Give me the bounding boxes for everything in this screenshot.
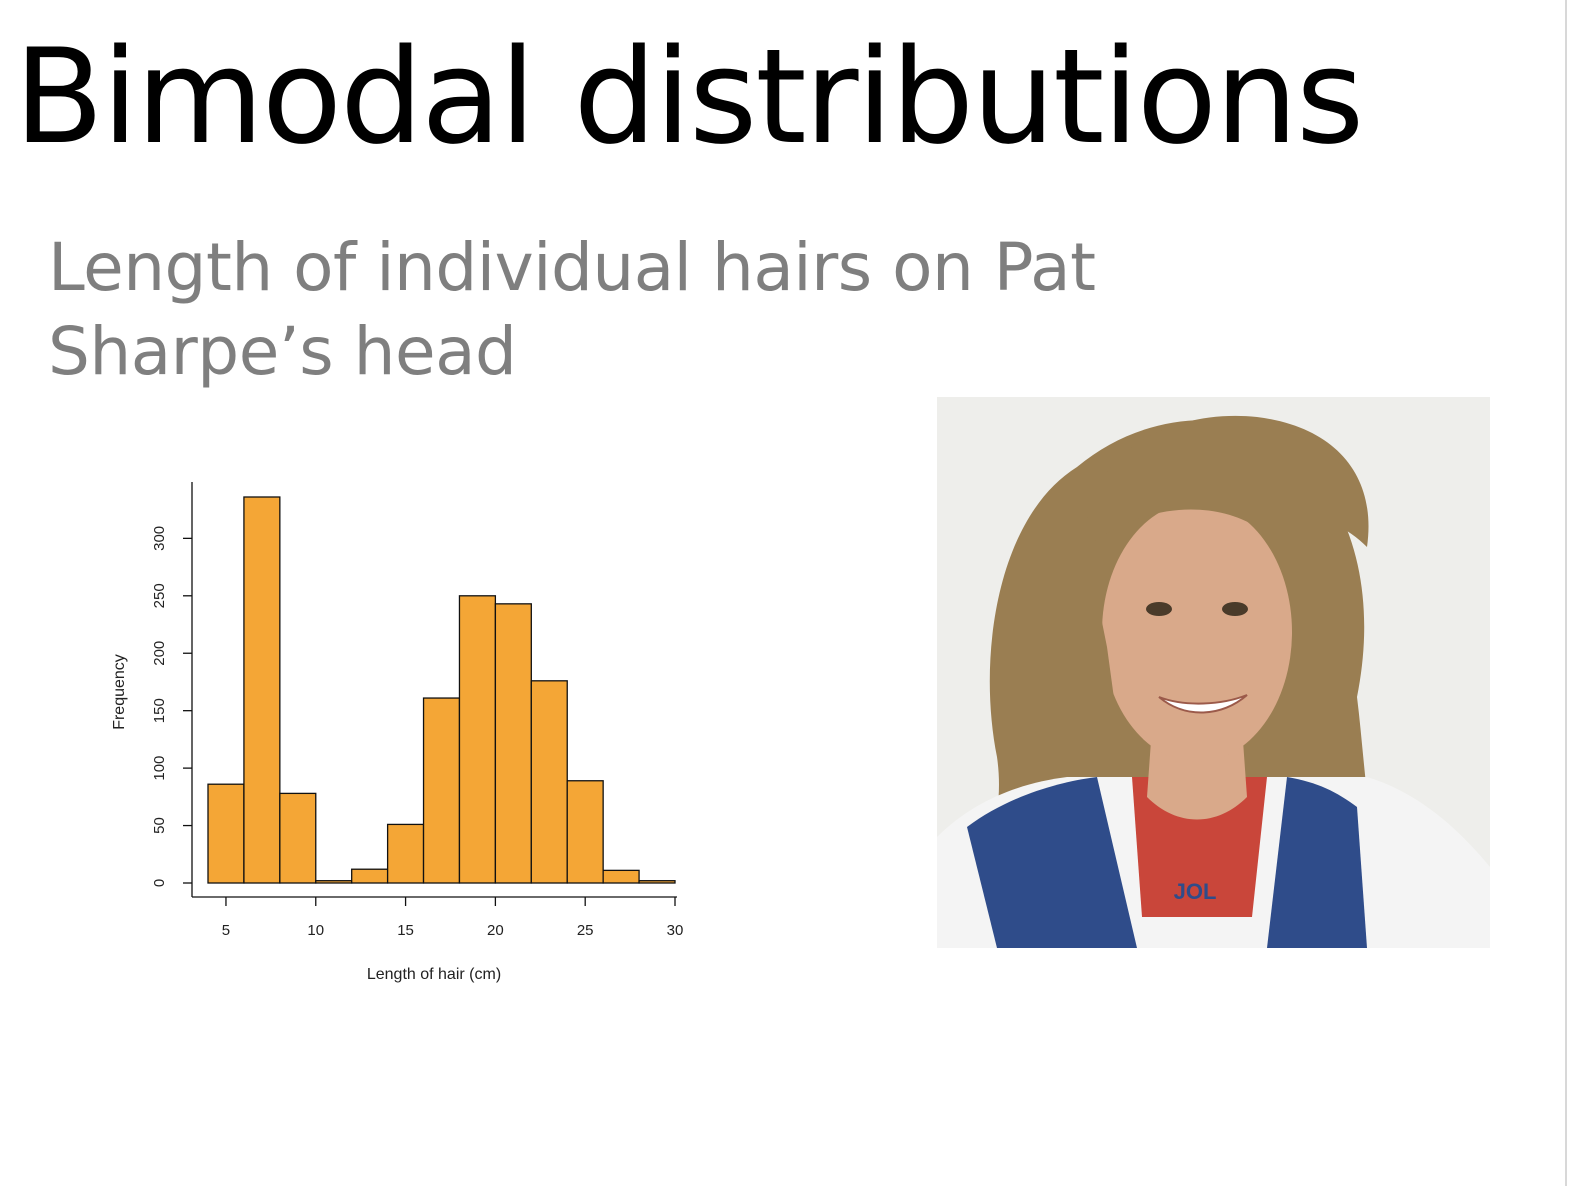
- histogram-bar: [279, 792, 317, 884]
- y-axis: 0 50 100 150 200 250 300: [151, 482, 193, 897]
- x-tick-label: 25: [577, 922, 594, 939]
- x-axis: 5 10 15 20 25 30: [192, 896, 684, 939]
- y-tick-label: 50: [151, 817, 168, 834]
- histogram-bar: [386, 823, 425, 884]
- histogram-bar: [458, 595, 497, 884]
- histogram-bar: [566, 780, 604, 884]
- histogram-bar: [602, 869, 640, 884]
- slide-subtitle: Length of individual hairs on Pat Sharpe…: [48, 229, 1096, 390]
- x-tick-label: 20: [487, 922, 504, 939]
- histogram-bar: [315, 880, 353, 884]
- histogram-bar: [494, 603, 532, 884]
- histogram-bar: [530, 680, 568, 884]
- x-tick-label: 5: [222, 922, 230, 939]
- histogram-bar: [422, 697, 461, 884]
- y-tick-label: 150: [151, 698, 168, 723]
- shirt-print: JOL: [1174, 879, 1217, 904]
- y-tick-label: 300: [151, 526, 168, 551]
- portrait-icon: JOL: [937, 397, 1490, 948]
- x-tick-label: 15: [397, 922, 414, 939]
- y-tick-label: 200: [151, 641, 168, 666]
- x-tick-label: 10: [307, 922, 324, 939]
- histogram-bars: [207, 496, 676, 884]
- histogram-bar: [638, 880, 676, 884]
- histogram-bar: [351, 868, 389, 884]
- histogram-bar: [243, 496, 281, 884]
- hair-length-histogram: 0 50 100 150 200 250 300 5 10 15 20 25 30 Length of…: [111, 482, 684, 983]
- histogram-bar: [207, 783, 245, 884]
- y-tick-label: 250: [151, 583, 168, 608]
- x-axis-label: Length of hair (cm): [367, 966, 501, 983]
- y-axis-label: Frequency: [111, 654, 128, 730]
- y-tick-label: 100: [151, 756, 168, 781]
- x-tick-label: 30: [667, 922, 684, 939]
- slide-edge: [1565, 0, 1567, 1186]
- slide-title: Bimodal distributions: [14, 20, 1364, 173]
- portrait-photo: JOL: [937, 397, 1490, 948]
- y-tick-label: 0: [151, 879, 168, 887]
